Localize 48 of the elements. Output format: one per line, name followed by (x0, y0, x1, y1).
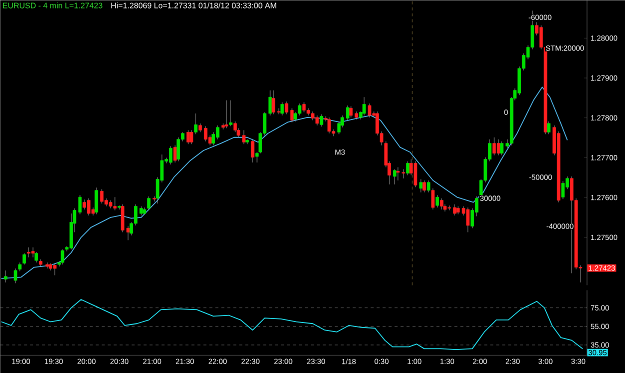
candlestick (561, 180, 565, 200)
candlestick (168, 146, 172, 165)
candlestick (362, 96, 366, 116)
candlestick (139, 206, 143, 216)
candlestick (453, 204, 456, 216)
candlestick (147, 196, 151, 210)
candlestick (216, 125, 220, 140)
candlestick (393, 168, 396, 185)
candlestick (229, 100, 232, 126)
candlestick (204, 126, 208, 142)
candlestick (280, 102, 284, 116)
candlestick (186, 130, 190, 144)
candlestick (500, 141, 504, 156)
candlestick (82, 199, 86, 210)
candlestick (346, 105, 350, 120)
candlestick (194, 113, 198, 134)
candlestick (315, 115, 319, 126)
candlestick (242, 130, 246, 144)
candlestick (419, 178, 423, 193)
candlestick (34, 252, 38, 263)
candlestick (547, 121, 550, 134)
candlestick (94, 187, 98, 214)
candlestick (100, 188, 104, 204)
candlestick (120, 204, 124, 232)
candlestick (272, 90, 276, 114)
candlestick (422, 180, 426, 193)
candlestick (492, 137, 496, 156)
candlestick (320, 114, 324, 127)
candlestick (414, 160, 418, 188)
candlestick (250, 139, 254, 163)
candlestick (496, 139, 500, 156)
candlestick (224, 100, 228, 128)
candlestick (22, 252, 26, 265)
candlestick (126, 226, 130, 240)
candlestick (302, 102, 306, 112)
candlestick (60, 249, 64, 265)
candlestick (113, 196, 117, 210)
candlestick (268, 90, 272, 116)
candlestick (431, 188, 435, 210)
candlestick (368, 103, 372, 118)
candlestick (190, 130, 194, 144)
candlestick (436, 194, 439, 208)
candlestick (298, 103, 302, 116)
candlestick (426, 180, 430, 193)
candlestick (406, 160, 410, 176)
candlestick (440, 198, 444, 210)
candlestick (176, 137, 180, 162)
candlestick (14, 268, 18, 284)
